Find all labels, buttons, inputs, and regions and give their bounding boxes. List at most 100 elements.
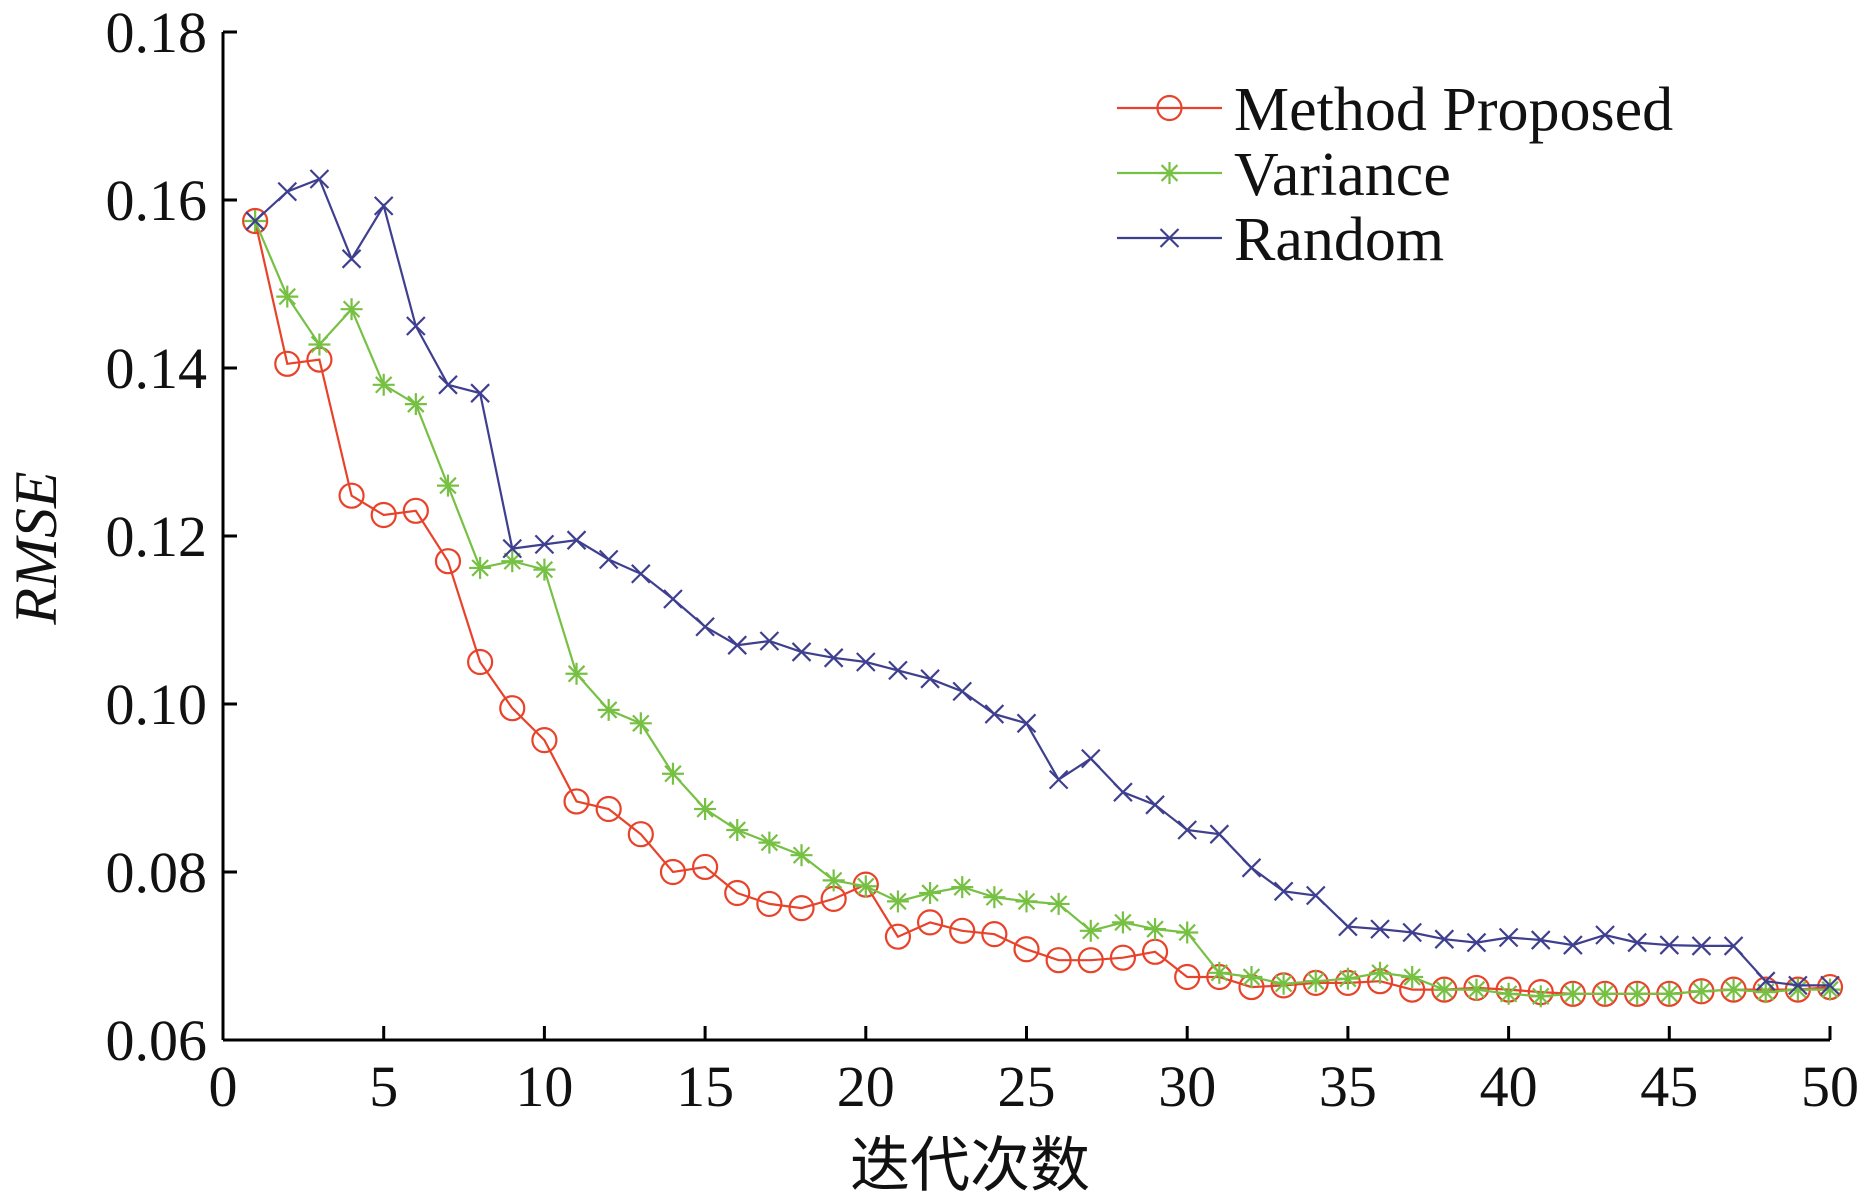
data-point-random (952, 681, 972, 702)
data-point-random (1723, 936, 1744, 956)
data-point-method-proposed (916, 909, 944, 936)
data-point-variance (1304, 970, 1327, 993)
data-point-random (470, 383, 490, 403)
y-tick-label: 0.08 (106, 840, 208, 905)
ticks: 0 5 10 15 20 25 30 35 40 45 50 0.06 0.08 0.10 0.12 0.14… (106, 0, 1860, 1119)
data-point-variance (822, 869, 845, 892)
data-point-variance (1594, 982, 1617, 1005)
data-point-variance (1690, 980, 1713, 1003)
data-point-random (1402, 922, 1422, 943)
legend-item-method-proposed: Method Proposed (1117, 76, 1673, 144)
data-point-random (1498, 927, 1519, 948)
data-point-variance (1047, 892, 1070, 915)
data-point-variance (1754, 981, 1777, 1004)
data-point-method-proposed (1013, 936, 1040, 963)
data-point-method-proposed (1109, 944, 1137, 971)
y-axis-label: RMSE (3, 471, 69, 625)
data-point-method-proposed (370, 501, 397, 529)
data-point-method-proposed (691, 853, 719, 881)
data-point-random (1081, 748, 1101, 769)
series-layer (242, 169, 1844, 1008)
data-point-method-proposed (756, 890, 783, 918)
series-line-variance (254, 220, 1830, 998)
data-point-variance (533, 558, 556, 581)
data-point-random (309, 169, 330, 189)
data-point-method-proposed (274, 350, 301, 377)
data-point-random (791, 642, 812, 662)
y-tick-label: 0.12 (106, 504, 208, 569)
y-tick-label: 0.16 (106, 168, 208, 233)
data-point-random (1595, 925, 1615, 945)
x-tick-label: 40 (1480, 1054, 1538, 1119)
data-point-variance (886, 890, 909, 913)
data-point-random (1209, 824, 1230, 844)
legend-label-variance: Variance (1234, 141, 1451, 209)
data-point-method-proposed (434, 548, 462, 575)
data-point-random (1113, 782, 1133, 802)
data-point-random (1788, 975, 1808, 996)
data-point-random (502, 538, 523, 559)
x-tick-label: 0 (209, 1054, 238, 1119)
data-point-method-proposed (1077, 947, 1104, 974)
data-point-variance (1111, 911, 1134, 934)
data-point-variance (1240, 966, 1263, 988)
data-point-random (856, 652, 876, 672)
data-point-random (1755, 971, 1776, 991)
y-tick-label: 0.14 (106, 336, 208, 401)
legend-marker-method-proposed (1156, 94, 1183, 122)
data-point-variance (1465, 978, 1488, 1001)
data-point-variance (1561, 982, 1584, 1005)
data-point-random (277, 181, 298, 202)
data-point-variance (1369, 961, 1392, 984)
data-point-variance (404, 393, 427, 416)
data-point-random (245, 211, 265, 231)
data-point-variance (372, 373, 395, 396)
axes (221, 32, 1830, 1042)
data-point-method-proposed (1045, 947, 1072, 974)
data-point-variance (629, 712, 652, 735)
data-point-method-proposed (659, 858, 687, 886)
data-point-random (1434, 929, 1455, 949)
x-tick-label: 10 (515, 1054, 573, 1119)
data-point-variance (790, 844, 813, 867)
data-point-variance (597, 698, 620, 721)
data-point-method-proposed (788, 895, 815, 922)
y-tick-label: 0.18 (106, 0, 208, 65)
data-point-variance (1015, 890, 1038, 913)
x-tick-label: 15 (676, 1054, 734, 1119)
data-point-variance (1176, 921, 1199, 944)
data-point-method-proposed (724, 879, 751, 907)
data-point-method-proposed (949, 917, 976, 944)
data-point-variance (726, 819, 749, 841)
data-point-variance (983, 886, 1006, 909)
data-point-variance (919, 882, 942, 904)
data-point-variance (951, 876, 974, 899)
data-point-random (1466, 932, 1487, 953)
legend-marker-random (1159, 228, 1180, 248)
data-point-variance (1722, 978, 1745, 1001)
x-tick-label: 45 (1640, 1054, 1698, 1119)
x-tick-label: 20 (837, 1054, 895, 1119)
y-tick-label: 0.10 (106, 672, 208, 737)
legend-item-random: Random (1117, 206, 1444, 274)
data-point-random (1145, 795, 1165, 815)
data-point-random (438, 375, 458, 395)
data-point-variance (1626, 982, 1649, 1005)
x-tick-label: 5 (369, 1054, 398, 1119)
data-point-variance (1272, 972, 1295, 995)
x-tick-label: 35 (1319, 1054, 1377, 1119)
data-point-random (341, 249, 362, 269)
data-point-variance (758, 831, 781, 854)
data-point-variance (661, 762, 684, 785)
data-point-variance (1529, 985, 1552, 1008)
data-point-random (888, 660, 908, 681)
data-point-method-proposed (884, 923, 912, 950)
data-point-method-proposed (242, 207, 269, 235)
data-point-variance (694, 798, 717, 820)
data-point-random (1691, 936, 1712, 956)
data-point-random (759, 631, 780, 651)
data-point-random (1530, 930, 1551, 950)
data-point-random (984, 704, 1005, 724)
data-point-random (406, 316, 426, 336)
